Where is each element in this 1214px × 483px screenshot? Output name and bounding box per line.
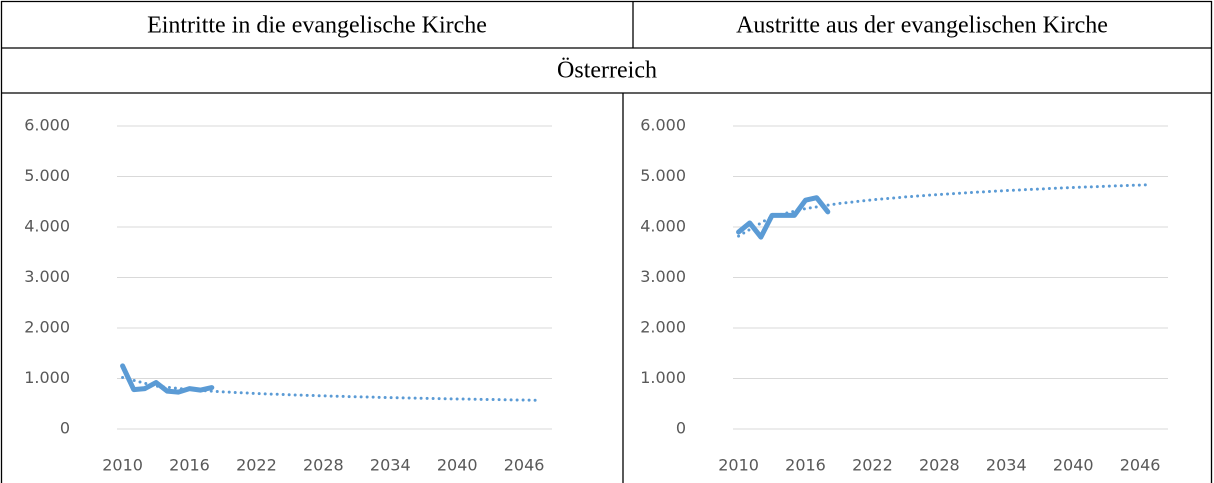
x-tick-label: 2034 xyxy=(986,456,1027,475)
x-tick-label: 2040 xyxy=(437,456,478,475)
y-tick-label: 1.000 xyxy=(640,368,686,387)
y-tick-label: 5.000 xyxy=(24,166,70,185)
y-tick-label: 0 xyxy=(676,419,686,438)
region-label: Österreich xyxy=(557,58,657,84)
x-tick-label: 2016 xyxy=(169,456,210,475)
y-tick-label: 1.000 xyxy=(24,368,70,387)
x-tick-label: 2022 xyxy=(236,456,277,475)
y-tick-label: 0 xyxy=(60,419,70,438)
y-tick-label: 2.000 xyxy=(640,318,686,337)
y-tick-label: 2.000 xyxy=(24,318,70,337)
x-tick-label: 2028 xyxy=(303,456,344,475)
trend-line xyxy=(737,183,1153,238)
x-tick-label: 2028 xyxy=(919,456,960,475)
y-tick-label: 4.000 xyxy=(640,217,686,236)
x-tick-label: 2046 xyxy=(504,456,545,475)
data-line xyxy=(120,363,215,395)
y-tick-label: 6.000 xyxy=(24,116,70,135)
x-tick-label: 2022 xyxy=(852,456,893,475)
x-tick-label: 2046 xyxy=(1120,456,1161,475)
y-tick-label: 5.000 xyxy=(640,166,686,185)
x-tick-label: 2034 xyxy=(370,456,411,475)
y-tick-label: 3.000 xyxy=(640,267,686,286)
column-header: Eintritte in die evangelische Kirche xyxy=(147,13,487,39)
x-tick-label: 2040 xyxy=(1053,456,1094,475)
y-tick-label: 4.000 xyxy=(24,217,70,236)
column-header: Austritte aus der evangelischen Kirche xyxy=(736,13,1108,39)
x-tick-label: 2010 xyxy=(718,456,759,475)
x-tick-label: 2010 xyxy=(102,456,143,475)
x-tick-label: 2016 xyxy=(785,456,826,475)
y-tick-label: 3.000 xyxy=(24,267,70,286)
data-line xyxy=(736,195,831,240)
y-tick-label: 6.000 xyxy=(640,116,686,135)
